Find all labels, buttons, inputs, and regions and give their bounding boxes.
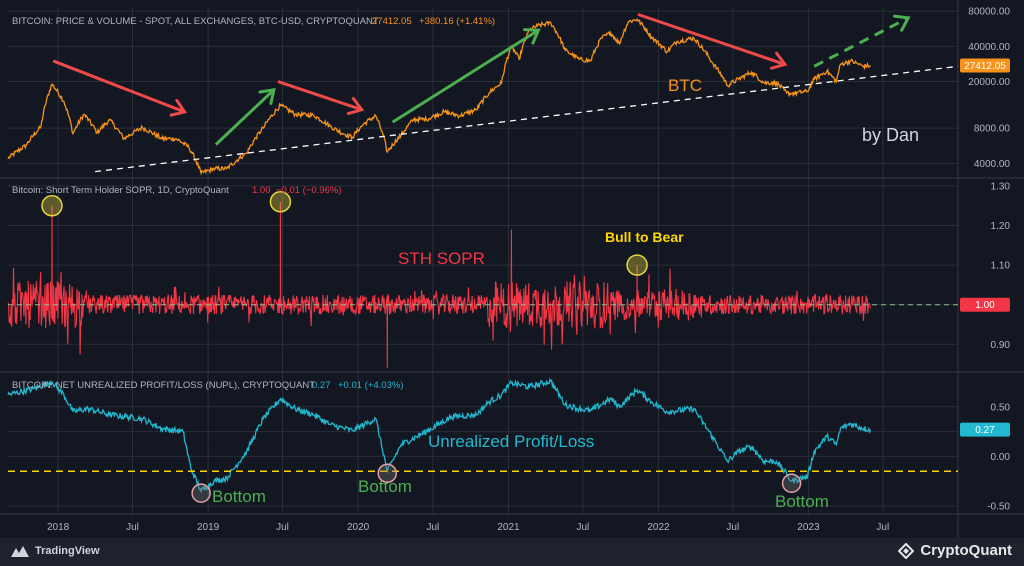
btc-pane-title: BITCOIN: PRICE & VOLUME - SPOT, ALL EXCH… [12, 16, 379, 27]
y-tick-label: -0.50 [987, 502, 1010, 513]
nupl-pane[interactable] [7, 377, 872, 494]
arrow-head [892, 14, 911, 32]
author-label: by Dan [862, 125, 919, 145]
y-tick-label: 0.50 [991, 402, 1011, 413]
chart-area[interactable]: 2018 Jul 2019 Jul 2020 Jul 2021 Jul 2022 Jul 2023 J… [0, 0, 1024, 538]
bull-to-bear-label: Bull to Bear [605, 229, 684, 245]
green-dashed-trend-arrow [813, 16, 909, 68]
x-tick-label: 2022 [647, 522, 670, 533]
tradingview-logo[interactable]: TradingView [10, 544, 100, 558]
sopr-last-value-badge-text: 1.00 [975, 300, 995, 311]
arrow-head [346, 97, 365, 116]
bottom-label-2018: Bottom [212, 487, 266, 506]
y-tick-label: 4000.00 [974, 159, 1011, 170]
btc-change: +380.16 (+1.41%) [419, 16, 495, 27]
btc-last-value: 27412.05 [372, 16, 412, 27]
sopr-last-value: 1.00 [252, 185, 271, 196]
nupl-last-value-badge-text: 0.27 [975, 425, 995, 436]
nupl-change: +0.01 (+4.03%) [338, 380, 404, 391]
y-tick-label: 0.00 [991, 452, 1011, 463]
x-tick-label: 2019 [197, 522, 220, 533]
bottom-label-2022: Bottom [775, 492, 829, 511]
sopr-peak-marker [626, 254, 648, 276]
sopr-peak-marker [41, 194, 63, 217]
x-tick-label: Jul [126, 522, 139, 533]
y-tick-label: 80000.00 [968, 7, 1010, 18]
x-tick-label: Jul [576, 522, 589, 533]
nupl-line[interactable] [7, 377, 872, 494]
sth-sopr-pane[interactable] [7, 201, 871, 369]
x-tick-label: 2021 [497, 522, 520, 533]
support-trendline [95, 65, 959, 173]
grid [8, 8, 958, 514]
x-tick-label: 2020 [347, 522, 370, 533]
bottom-marker [377, 463, 398, 484]
bottom-marker [191, 483, 211, 503]
cryptoquant-logo[interactable]: CryptoQuant [898, 542, 1012, 559]
y-tick-label: 40000.00 [968, 42, 1010, 53]
sopr-last-value-badge: 1.00 [960, 297, 1010, 312]
nupl-last-value: 0.27 [312, 380, 331, 391]
tradingview-icon [11, 546, 29, 557]
x-tick-label: Jul [426, 522, 439, 533]
green-trend-arrow [391, 28, 540, 124]
sth-sopr-label: STH SOPR [398, 249, 485, 268]
y-tick-label: 0.90 [991, 340, 1011, 351]
x-tick-label: 2018 [47, 522, 70, 533]
y-tick-label: 20000.00 [968, 77, 1010, 88]
sopr-change: −0.01 (−0.96%) [276, 185, 342, 196]
arrow-head [522, 28, 541, 45]
y-tick-label: 1.10 [991, 261, 1011, 272]
btc-price-pane[interactable] [7, 17, 871, 176]
x-tick-label: Jul [876, 522, 889, 533]
sopr-pane-title: Bitcoin: Short Term Holder SOPR, 1D, Cry… [12, 185, 229, 196]
arrow-head [770, 51, 788, 70]
btc-price-line[interactable] [7, 17, 871, 176]
x-tick-label: Jul [276, 522, 289, 533]
bottom-marker [781, 473, 802, 493]
sopr-peak-marker [269, 191, 292, 213]
y-tick-label: 1.20 [991, 221, 1011, 232]
nupl-pane-title: BITCOIN: NET UNREALIZED PROFIT/LOSS (NUP… [12, 380, 315, 391]
y-tick-label: 8000.00 [974, 124, 1011, 135]
arrow-head [258, 87, 276, 105]
y-tick-label: 1.30 [991, 181, 1011, 192]
x-tick-label: 2023 [797, 522, 820, 533]
red-trend-arrow [277, 80, 363, 112]
arrow-head [169, 98, 188, 117]
footer: TradingView CryptoQuant [0, 538, 1024, 566]
btc-label: BTC [668, 76, 702, 95]
red-trend-arrow [52, 59, 186, 114]
nupl-label: Unrealized Profit/Loss [428, 432, 594, 451]
btc-last-value-badge: 27412.05 [960, 58, 1010, 73]
green-trend-arrow [214, 88, 275, 146]
bottom-label-2020: Bottom [358, 477, 412, 496]
red-trend-arrow [637, 12, 786, 66]
annotations-layer: 27412.05 1.00 0.27 [8, 12, 1010, 503]
x-tick-label: Jul [726, 522, 739, 533]
cryptoquant-icon [898, 542, 915, 559]
cryptoquant-text: CryptoQuant [920, 542, 1012, 559]
nupl-last-value-badge: 0.27 [960, 422, 1010, 437]
sth-sopr-line[interactable] [7, 201, 871, 369]
axes: 2018 Jul 2019 Jul 2020 Jul 2021 Jul 2022 Jul 2023 J… [0, 0, 1024, 538]
btc-last-value-badge-text: 27412.05 [964, 61, 1006, 72]
tradingview-text: TradingView [35, 545, 100, 557]
